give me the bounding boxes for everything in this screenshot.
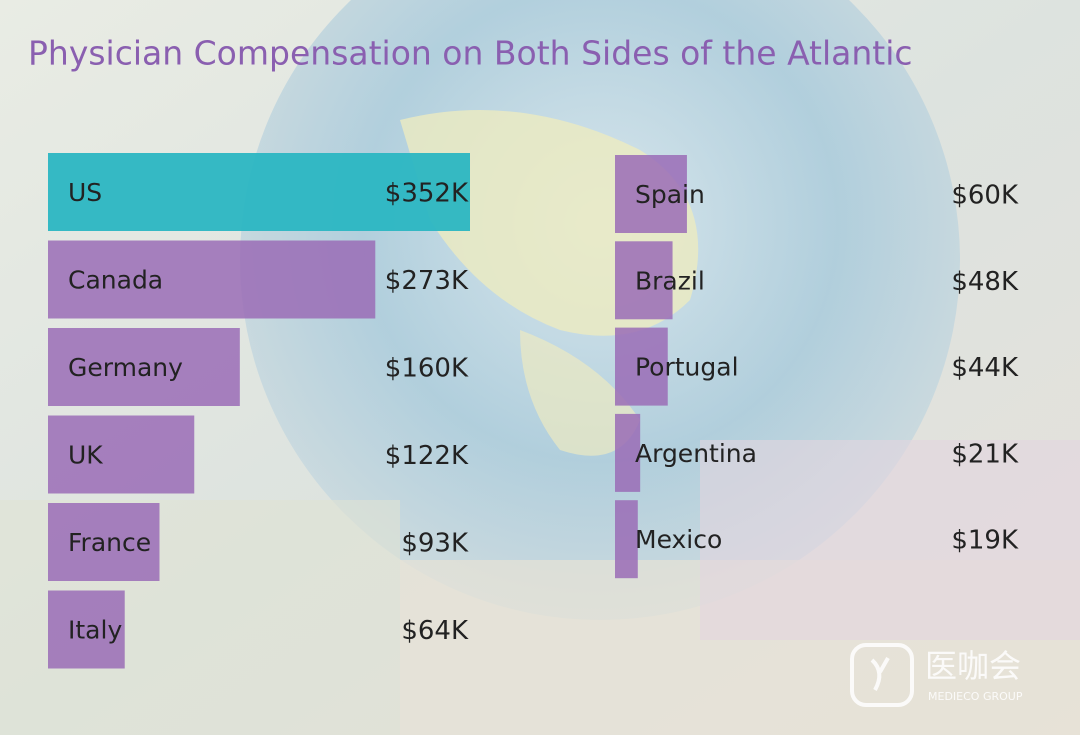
value-label: $273K <box>385 266 469 296</box>
value-label: $44K <box>951 353 1019 383</box>
watermark-subtitle: MEDIECO GROUP <box>928 690 1023 703</box>
value-label: $60K <box>951 181 1019 211</box>
category-label: US <box>68 178 102 207</box>
category-label: Canada <box>68 266 163 295</box>
bar <box>615 327 668 406</box>
category-label: Spain <box>635 180 705 209</box>
bar <box>48 328 240 406</box>
bar <box>48 415 195 494</box>
category-label: Mexico <box>635 525 722 554</box>
category-label: France <box>68 528 151 557</box>
watermark-name: 医咖会 <box>925 647 1021 685</box>
bar <box>48 153 470 231</box>
category-label: Brazil <box>635 266 705 295</box>
continent <box>520 330 640 456</box>
bar <box>48 590 125 669</box>
value-label: $64K <box>401 616 469 646</box>
bar <box>48 240 376 319</box>
bar <box>615 413 641 492</box>
value-label: $19K <box>951 526 1019 556</box>
value-label: $21K <box>951 439 1019 469</box>
category-label: Argentina <box>635 439 757 468</box>
logo-icon <box>870 657 890 691</box>
banknote <box>700 440 1080 640</box>
bar <box>615 155 687 233</box>
value-label: $93K <box>401 529 469 559</box>
logo-icon <box>850 643 914 707</box>
category-label: UK <box>68 441 103 470</box>
category-label: Portugal <box>635 353 739 382</box>
value-label: $352K <box>385 179 469 209</box>
value-label: $160K <box>385 354 469 384</box>
category-label: Italy <box>68 616 122 645</box>
category-label: Germany <box>68 353 183 382</box>
value-label: $122K <box>385 441 469 471</box>
chart-title: Physician Compensation on Both Sides of … <box>28 34 913 73</box>
value-label: $48K <box>951 267 1019 297</box>
bar <box>615 500 638 579</box>
watermark: 医咖会 MEDIECO GROUP <box>850 643 1023 707</box>
bar <box>48 503 160 581</box>
bar <box>615 241 673 320</box>
